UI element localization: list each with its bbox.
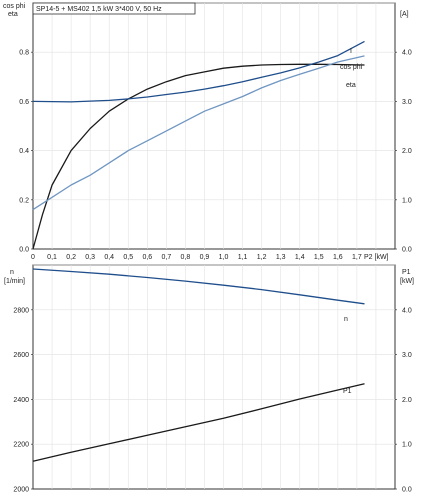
right-tick-label: 1.0 [402,442,412,449]
x-tick-label: 0,4 [104,254,114,261]
series-line-n [32,268,365,305]
series-line-eta [32,63,365,250]
chart-title: SP14-5 + MS402 1,5 kW 3*400 V, 50 Hz [36,6,162,13]
right-tick-label: 4.0 [402,307,412,314]
series-label-n: n [344,316,348,323]
x-tick-label: 0 [31,254,35,261]
bottom-left-tick-labels: 2000 2200 2400 2600 2800 [13,307,33,494]
top-left-tick-labels: 0.0 0.2 0.4 0.6 0.8 [19,50,33,254]
right-tick-label: 2.0 [402,148,412,155]
bottom-right-tick-labels: 0.0 1.0 2.0 3.0 4.0 [395,307,412,494]
right-tick-label: 3.0 [402,99,412,106]
x-tick-label: 0,5 [123,254,133,261]
right-tick-label: 1.0 [402,197,412,204]
top-panel: SP14-5 + MS402 1,5 kW 3*400 V, 50 Hz cos… [3,2,412,261]
x-tick-label: 0,6 [142,254,152,261]
x-tick-label: 0,7 [162,254,172,261]
bottom-left-axis-label-1: n [10,269,14,276]
bottom-right-axis-label-1: P1 [402,269,411,276]
x-tick-label: 1,5 [314,254,324,261]
x-tick-label: 1,2 [257,254,267,261]
left-tick-label: 2600 [13,352,29,359]
series-line-p1 [32,383,365,462]
x-axis-label: P2 [kW] [364,254,389,261]
x-tick-label: 0,9 [200,254,210,261]
bottom-panel: n [1/min] P1 [kW] 2000 2200 2400 2600 2800 0… [4,264,414,494]
top-right-axis-label: [A] [400,11,409,18]
series-label-p1: P1 [343,388,352,395]
x-tick-label: 0,1 [47,254,57,261]
top-plot-frame [32,2,396,250]
x-tick-label: 0,8 [181,254,191,261]
right-tick-label: 3.0 [402,352,412,359]
left-tick-label: 0.6 [19,99,29,106]
top-series [32,40,365,250]
series-label-eta: eta [346,82,356,89]
series-label-cos-phi: cos phi [340,64,363,71]
right-tick-label: 4.0 [402,50,412,57]
right-tick-label: 0.0 [402,247,412,254]
left-tick-label: 0.2 [19,197,29,204]
x-tick-label: 1,1 [238,254,248,261]
top-grid [33,2,395,249]
left-tick-label: 0.8 [19,50,29,57]
top-left-axis-label-1: cos phi [3,3,26,10]
x-tick-label: 1,4 [295,254,305,261]
x-tick-label: 1,6 [333,254,343,261]
title-box [32,2,196,15]
x-tick-label: 1,7 [352,254,362,261]
bottom-grid [33,264,395,489]
x-tick-label: 1,0 [219,254,229,261]
left-tick-label: 2000 [13,487,29,494]
left-tick-label: 2400 [13,397,29,404]
x-tick-label: 1,3 [276,254,286,261]
right-tick-label: 0.0 [402,487,412,494]
x-tick-label: 0,3 [85,254,95,261]
top-right-tick-labels: 0.0 1.0 2.0 3.0 4.0 [395,50,412,254]
bottom-series [32,268,365,462]
bottom-plot-frame [32,264,396,490]
series-line-cos-phi [32,55,365,211]
series-label-i: I [350,48,352,55]
top-left-axis-label-2: eta [8,11,18,18]
left-tick-label: 0.4 [19,148,29,155]
left-tick-label: 2800 [13,307,29,314]
x-tick-label: 0,2 [66,254,76,261]
bottom-right-axis-label-2: [kW] [400,278,414,285]
x-tick-labels: 0 0,1 0,2 0,3 0,4 0,5 0,6 0,7 0,8 0,9 1,0 1,1 1,2 1,3… [31,254,362,261]
series-line-i [32,40,365,103]
left-tick-label: 2200 [13,442,29,449]
bottom-left-axis-label-2: [1/min] [4,278,25,285]
right-tick-label: 2.0 [402,397,412,404]
left-tick-label: 0.0 [19,247,29,254]
